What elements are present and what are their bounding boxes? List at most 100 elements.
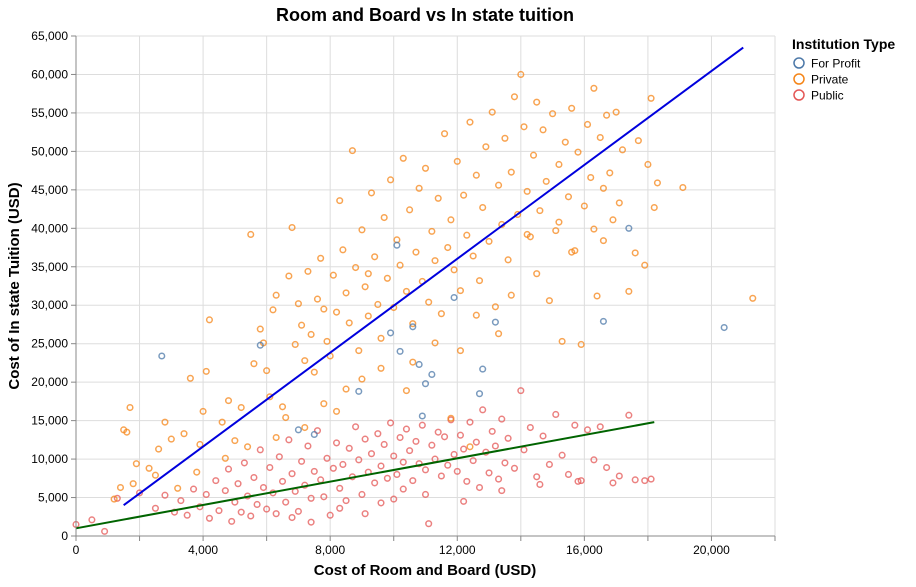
data-point (552, 227, 560, 235)
data-point (504, 256, 512, 264)
data-point (323, 337, 331, 345)
data-point (123, 428, 131, 436)
data-point (593, 292, 601, 300)
data-point (202, 490, 210, 499)
data-point (396, 433, 404, 442)
data-point (472, 171, 480, 179)
data-point (151, 471, 159, 479)
data-point (441, 130, 449, 138)
data-point (301, 423, 309, 432)
data-point (561, 138, 569, 146)
data-point (447, 414, 455, 422)
y-tick-label: 65,000 (31, 29, 68, 43)
data-point (412, 248, 420, 256)
data-point (415, 360, 423, 369)
data-point (307, 494, 315, 502)
data-point (266, 393, 274, 401)
legend-label: Public (811, 89, 844, 103)
data-point (358, 490, 366, 499)
data-point (247, 230, 255, 239)
data-point (390, 452, 398, 460)
data-point (393, 470, 401, 479)
data-point (342, 497, 350, 505)
legend-title: Institution Type (792, 36, 895, 52)
data-point (329, 271, 337, 279)
data-point (520, 123, 528, 131)
data-point (571, 421, 579, 429)
data-point (653, 179, 661, 187)
data-point (631, 249, 639, 257)
legend-entries: For Profit Private Public (793, 57, 861, 103)
data-point (263, 367, 271, 375)
data-point (510, 93, 519, 101)
data-point (374, 300, 382, 309)
data-point (599, 184, 607, 192)
data-point (402, 425, 410, 433)
data-point (339, 460, 347, 469)
data-point (720, 323, 728, 332)
data-point (558, 451, 566, 459)
data-point (380, 440, 388, 449)
data-point (231, 437, 239, 445)
data-point (456, 347, 465, 355)
data-point (510, 464, 519, 472)
data-point (212, 477, 220, 485)
data-point (749, 294, 757, 302)
data-point (504, 434, 512, 442)
y-tick-label: 15,000 (31, 414, 68, 428)
data-point (361, 283, 369, 291)
y-tick-label: 10,000 (31, 452, 68, 466)
data-point (475, 483, 484, 492)
data-point (332, 308, 341, 316)
x-tick-label: 0 (73, 543, 80, 557)
data-point (555, 160, 563, 169)
y-tick-label: 45,000 (31, 183, 68, 197)
data-point (263, 505, 271, 513)
data-point (526, 423, 534, 432)
data-point (259, 483, 268, 492)
y-tick-label: 5,000 (38, 491, 68, 505)
data-point (631, 476, 639, 484)
data-point (444, 461, 452, 469)
data-point (288, 513, 296, 522)
data-point (583, 120, 592, 129)
data-point (501, 459, 509, 467)
data-point (641, 261, 649, 269)
data-point (390, 495, 398, 503)
data-point (224, 465, 233, 473)
data-point (599, 237, 607, 245)
data-point (491, 303, 499, 311)
data-point (545, 460, 553, 469)
data-point (647, 475, 655, 483)
y-tick-label: 30,000 (31, 298, 68, 312)
data-point (298, 321, 306, 329)
data-point (345, 319, 353, 327)
data-point (533, 270, 541, 278)
data-point (402, 387, 410, 395)
data-point (202, 367, 210, 375)
data-point (161, 491, 169, 499)
data-point (205, 316, 213, 324)
data-point (485, 469, 493, 477)
trend-line (75, 421, 655, 530)
data-point (193, 468, 201, 476)
data-point (371, 479, 379, 487)
data-point (568, 104, 576, 112)
x-tick-label: 8,000 (315, 543, 345, 557)
data-point (167, 435, 175, 443)
data-point (383, 474, 391, 482)
data-point (618, 146, 627, 154)
data-point (603, 111, 611, 119)
data-point (247, 512, 255, 520)
data-point (460, 191, 468, 199)
legend-label: Private (811, 73, 849, 87)
data-point (339, 246, 347, 254)
data-point (294, 507, 302, 515)
data-point (237, 403, 245, 412)
data-point (240, 459, 248, 467)
data-point (364, 312, 372, 320)
data-point (428, 370, 436, 379)
data-point (647, 94, 655, 102)
data-point (555, 218, 563, 226)
